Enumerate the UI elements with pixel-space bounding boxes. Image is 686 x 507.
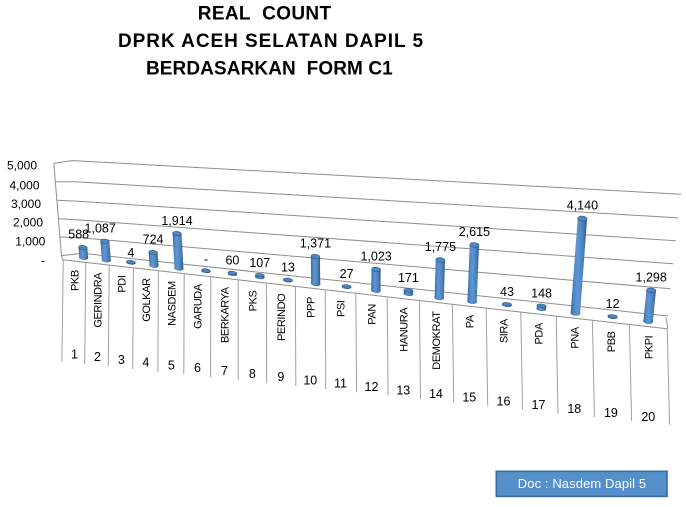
svg-text:5,000: 5,000	[7, 159, 37, 173]
svg-text:GOLKAR: GOLKAR	[141, 278, 153, 322]
svg-text:5: 5	[168, 358, 175, 372]
svg-text:6: 6	[194, 361, 201, 375]
svg-text:BERKARYA: BERKARYA	[220, 286, 232, 343]
svg-text:148: 148	[531, 286, 552, 300]
svg-text:PAN: PAN	[367, 304, 379, 325]
svg-text:GARUDA: GARUDA	[193, 283, 205, 329]
svg-text:11: 11	[334, 377, 347, 391]
svg-text:43: 43	[500, 285, 514, 299]
svg-text:13: 13	[281, 260, 295, 274]
svg-text:10: 10	[303, 373, 317, 387]
svg-text:GERINDRA: GERINDRA	[93, 272, 105, 328]
svg-text:9: 9	[277, 370, 284, 384]
svg-text:1,914: 1,914	[161, 214, 192, 228]
svg-text:PNA: PNA	[569, 326, 581, 348]
svg-text:1: 1	[71, 348, 78, 362]
svg-text:-: -	[41, 254, 45, 268]
svg-text:3: 3	[118, 353, 125, 367]
svg-text:12: 12	[606, 297, 620, 311]
svg-text:27: 27	[340, 267, 354, 281]
svg-text:REAL COUNT: REAL COUNT	[198, 4, 332, 25]
svg-text:BERDASARKAN FORM C1: BERDASARKAN FORM C1	[146, 58, 393, 79]
svg-text:13: 13	[396, 384, 410, 398]
svg-text:7: 7	[221, 364, 228, 378]
svg-text:DPRK ACEH SELATAN DAPIL 5: DPRK ACEH SELATAN DAPIL 5	[118, 31, 424, 52]
svg-text:16: 16	[497, 394, 511, 408]
svg-text:-: -	[204, 252, 208, 266]
svg-text:4,000: 4,000	[9, 179, 39, 193]
svg-text:Doc : Nasdem Dapil 5: Doc : Nasdem Dapil 5	[518, 476, 646, 491]
svg-text:17: 17	[532, 398, 546, 412]
svg-text:724: 724	[143, 233, 164, 247]
svg-text:19: 19	[604, 406, 618, 420]
svg-text:1,000: 1,000	[15, 234, 45, 248]
svg-text:PERINDO: PERINDO	[276, 293, 288, 341]
svg-text:4,140: 4,140	[567, 198, 598, 212]
svg-text:PDA: PDA	[534, 322, 546, 344]
svg-text:14: 14	[429, 387, 443, 401]
svg-text:PSI: PSI	[336, 300, 348, 317]
svg-text:PDI: PDI	[116, 275, 128, 292]
svg-text:PBB: PBB	[606, 331, 618, 352]
svg-text:1,023: 1,023	[360, 250, 391, 264]
svg-text:3,000: 3,000	[11, 197, 41, 211]
svg-text:1,371: 1,371	[300, 237, 331, 251]
svg-text:PKPI: PKPI	[643, 335, 655, 359]
svg-text:1,775: 1,775	[425, 240, 456, 254]
svg-text:2,615: 2,615	[459, 225, 490, 239]
svg-text:4: 4	[142, 356, 149, 370]
svg-text:PKS: PKS	[247, 290, 259, 311]
svg-text:PPP: PPP	[305, 297, 317, 318]
svg-text:171: 171	[398, 271, 419, 285]
svg-text:HANURA: HANURA	[398, 307, 410, 352]
svg-text:PKB: PKB	[70, 270, 82, 291]
svg-text:8: 8	[249, 367, 256, 381]
svg-text:1,087: 1,087	[85, 222, 116, 236]
svg-text:SIRA: SIRA	[499, 318, 511, 343]
svg-text:4: 4	[127, 246, 134, 260]
svg-text:2,000: 2,000	[13, 216, 43, 230]
svg-text:12: 12	[365, 380, 379, 394]
svg-text:20: 20	[641, 410, 655, 424]
svg-text:2: 2	[94, 350, 101, 364]
svg-text:60: 60	[225, 254, 239, 268]
svg-text:DEMOKRAT: DEMOKRAT	[431, 311, 443, 370]
svg-text:18: 18	[567, 402, 581, 416]
svg-text:PA: PA	[464, 314, 476, 328]
svg-text:NASDEM: NASDEM	[166, 281, 178, 326]
svg-text:15: 15	[462, 391, 476, 405]
svg-text:107: 107	[249, 256, 270, 270]
svg-text:1,298: 1,298	[636, 270, 667, 284]
